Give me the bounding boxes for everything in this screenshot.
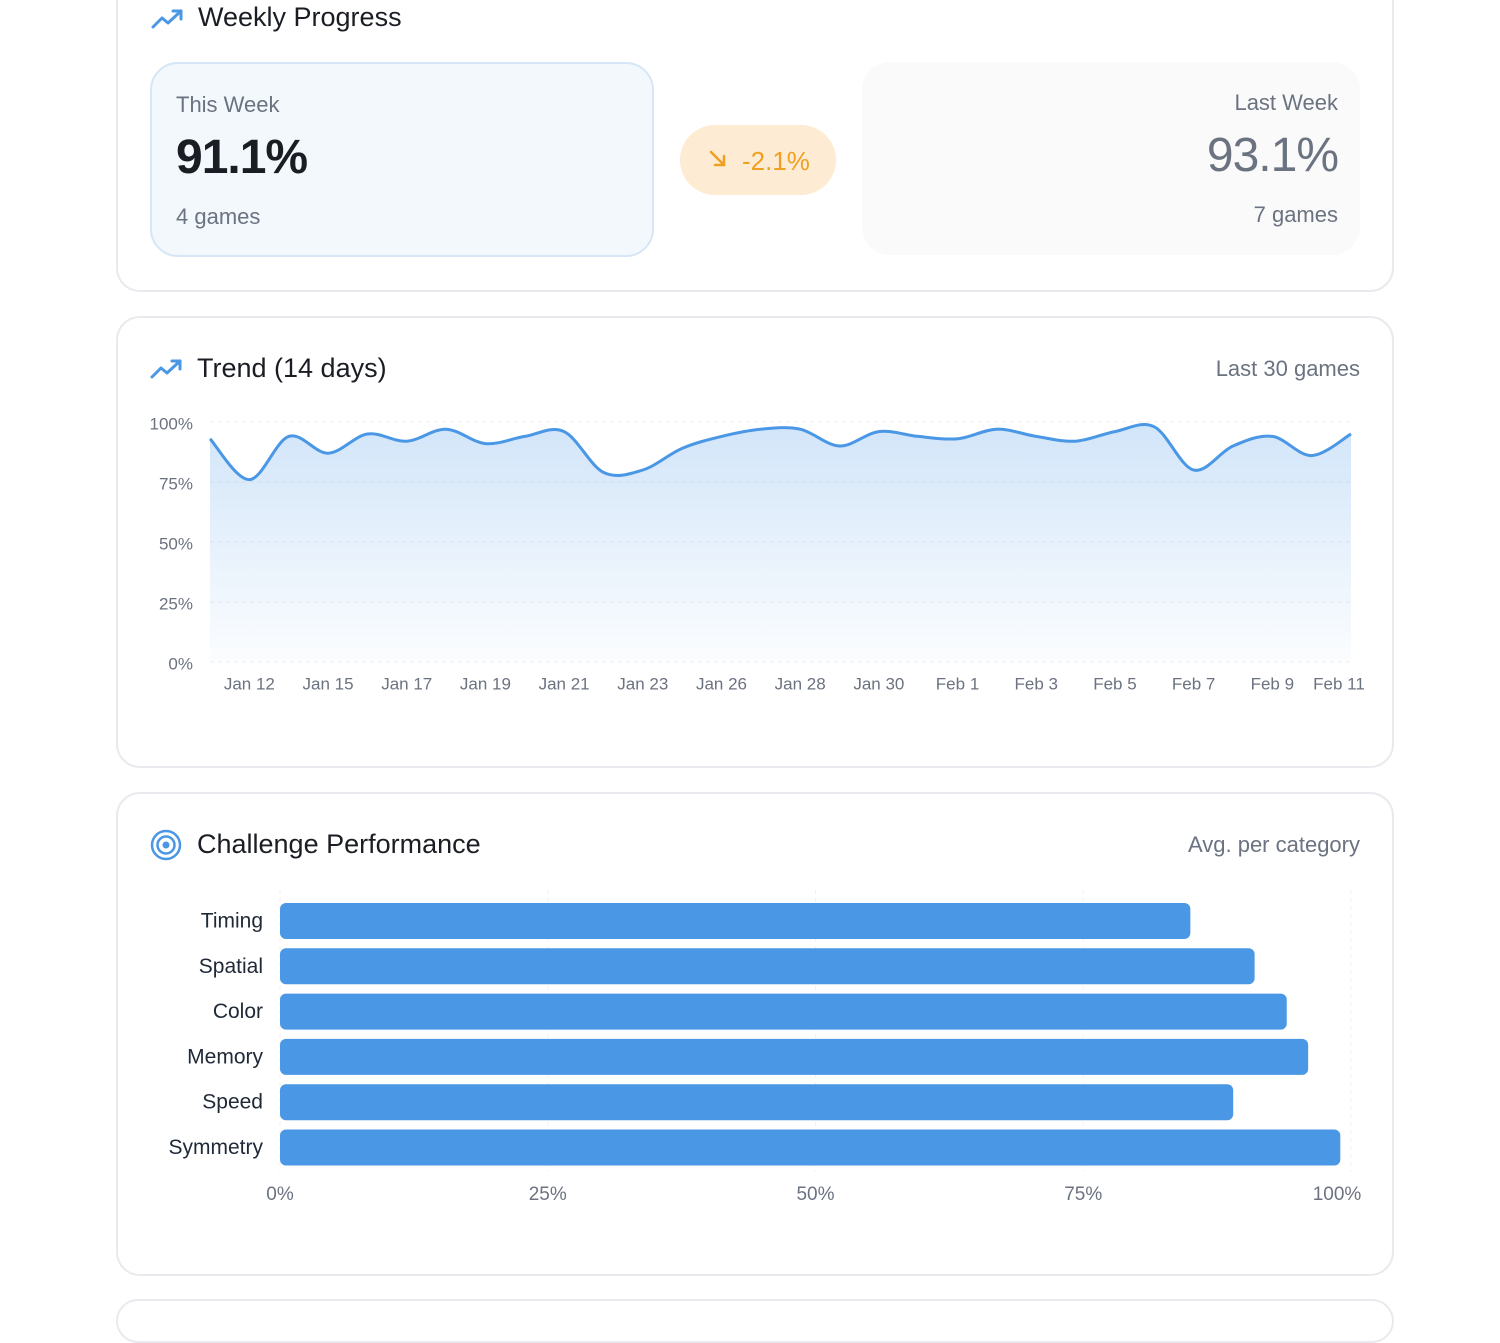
x-tick-label: 50%: [796, 1184, 834, 1205]
category-label: Speed: [202, 1091, 263, 1114]
x-tick-label: Jan 28: [775, 674, 826, 693]
target-icon: [150, 829, 182, 861]
y-tick-label: 0%: [168, 654, 193, 673]
next-card: [116, 1299, 1394, 1343]
x-tick-label: 100%: [1313, 1184, 1362, 1205]
challenge-card: [116, 792, 1394, 1276]
x-tick-label: 75%: [1064, 1184, 1102, 1205]
last-week-value: 93.1%: [1206, 129, 1339, 182]
last-week-label: Last Week: [1234, 90, 1338, 115]
bar: [280, 1084, 1234, 1121]
this-week-games: 4 games: [176, 204, 261, 229]
bar: [280, 1038, 1309, 1075]
x-tick-label: Feb 5: [1093, 674, 1136, 693]
x-tick-label: Jan 12: [224, 674, 275, 693]
bar: [280, 1129, 1341, 1166]
x-tick-label: 0%: [266, 1184, 294, 1205]
challenge-chart: Challenge Performance Avg. per category …: [150, 829, 1362, 1205]
category-label: Spatial: [199, 955, 263, 978]
this-week-box: This Week 91.1% 4 games: [150, 62, 654, 257]
this-week-label: This Week: [176, 92, 280, 117]
weekly-title: Weekly Progress: [198, 2, 402, 32]
x-tick-label: Jan 21: [539, 674, 590, 693]
y-tick-label: 25%: [159, 594, 193, 613]
trend-line: [208, 423, 1352, 482]
bar: [280, 948, 1255, 985]
y-tick-label: 100%: [150, 414, 193, 433]
x-tick-label: 25%: [529, 1184, 567, 1205]
trend-title: Trend (14 days): [197, 353, 387, 383]
x-tick-label: Feb 11: [1313, 674, 1365, 693]
change-value: -2.1%: [742, 146, 810, 176]
down-arrow-icon: [709, 150, 726, 167]
x-tick-label: Jan 15: [303, 674, 354, 693]
category-label: Color: [213, 1000, 263, 1023]
y-tick-label: 75%: [159, 474, 193, 493]
change-pill: -2.1%: [680, 125, 836, 195]
x-tick-label: Jan 19: [460, 674, 511, 693]
x-tick-label: Jan 23: [617, 674, 668, 693]
x-tick-label: Feb 9: [1251, 674, 1294, 693]
x-tick-label: Jan 17: [381, 674, 432, 693]
category-label: Timing: [201, 910, 263, 933]
category-label: Symmetry: [169, 1136, 264, 1159]
category-label: Memory: [187, 1045, 263, 1068]
last-week-box: Last Week 93.1% 7 games: [862, 62, 1360, 255]
trend-chart: Trend (14 days) Last 30 games 0% 25% 50% 75…: [150, 353, 1365, 693]
this-week-value: 91.1%: [176, 131, 308, 184]
challenge-subtitle: Avg. per category: [1188, 832, 1360, 857]
last-week-games: 7 games: [1253, 202, 1338, 227]
trend-icon: [150, 359, 182, 379]
trend-icon: [151, 9, 183, 29]
trend-area: [210, 424, 1351, 662]
trend-subtitle: Last 30 games: [1216, 356, 1360, 381]
x-tick-label: Feb 1: [936, 674, 979, 693]
y-tick-label: 50%: [159, 534, 193, 553]
x-tick-label: Jan 26: [696, 674, 747, 693]
x-tick-label: Jan 30: [853, 674, 904, 693]
x-tick-label: Feb 3: [1014, 674, 1057, 693]
weekly-card: Weekly Progress This Week 91.1% 4 games …: [116, 0, 1394, 292]
bar: [280, 993, 1287, 1030]
x-tick-label: Feb 7: [1172, 674, 1215, 693]
page: {"weekly": {"title": "Weekly Progress", …: [116, 0, 1394, 1343]
bar: [280, 903, 1191, 939]
challenge-title: Challenge Performance: [197, 829, 481, 859]
